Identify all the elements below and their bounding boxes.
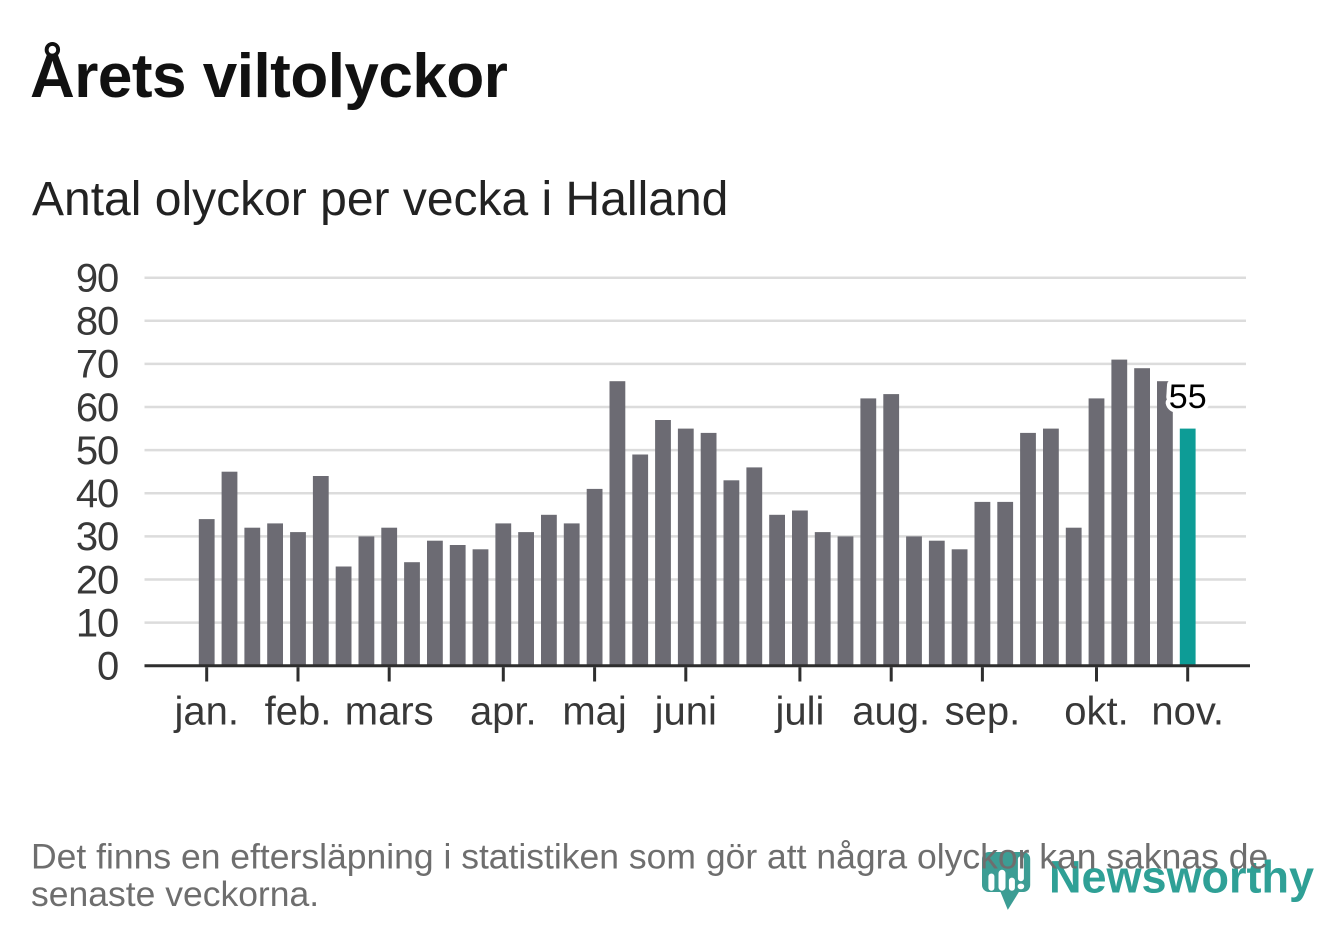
svg-text:55: 55 bbox=[1169, 378, 1207, 416]
svg-text:jan.: jan. bbox=[173, 689, 239, 733]
svg-text:Det finns en eftersläpning i s: Det finns en eftersläpning i statistiken… bbox=[31, 837, 1268, 877]
svg-text:juni: juni bbox=[654, 689, 717, 733]
svg-text:nov.: nov. bbox=[1151, 689, 1224, 733]
svg-text:90: 90 bbox=[76, 257, 118, 301]
svg-text:Årets viltolyckor: Årets viltolyckor bbox=[30, 42, 508, 111]
svg-text:0: 0 bbox=[97, 645, 118, 689]
svg-text:10: 10 bbox=[76, 601, 118, 645]
svg-text:juli: juli bbox=[774, 689, 824, 733]
svg-text:20: 20 bbox=[76, 558, 118, 602]
svg-text:Antal olyckor per vecka i Hall: Antal olyckor per vecka i Halland bbox=[32, 173, 728, 226]
svg-text:feb.: feb. bbox=[265, 689, 332, 733]
svg-text:sep.: sep. bbox=[945, 689, 1021, 733]
svg-text:80: 80 bbox=[76, 300, 118, 344]
svg-text:mars: mars bbox=[345, 689, 434, 733]
svg-text:50: 50 bbox=[76, 429, 118, 473]
svg-text:40: 40 bbox=[76, 472, 118, 516]
svg-text:70: 70 bbox=[76, 343, 118, 387]
svg-text:senaste veckorna.: senaste veckorna. bbox=[31, 874, 319, 914]
svg-text:aug.: aug. bbox=[852, 689, 930, 733]
svg-text:Newsworthy: Newsworthy bbox=[1049, 852, 1314, 903]
svg-text:apr.: apr. bbox=[470, 689, 537, 733]
svg-text:60: 60 bbox=[76, 386, 118, 430]
svg-text:30: 30 bbox=[76, 515, 118, 559]
svg-text:okt.: okt. bbox=[1064, 689, 1128, 733]
svg-text:maj: maj bbox=[562, 689, 626, 733]
